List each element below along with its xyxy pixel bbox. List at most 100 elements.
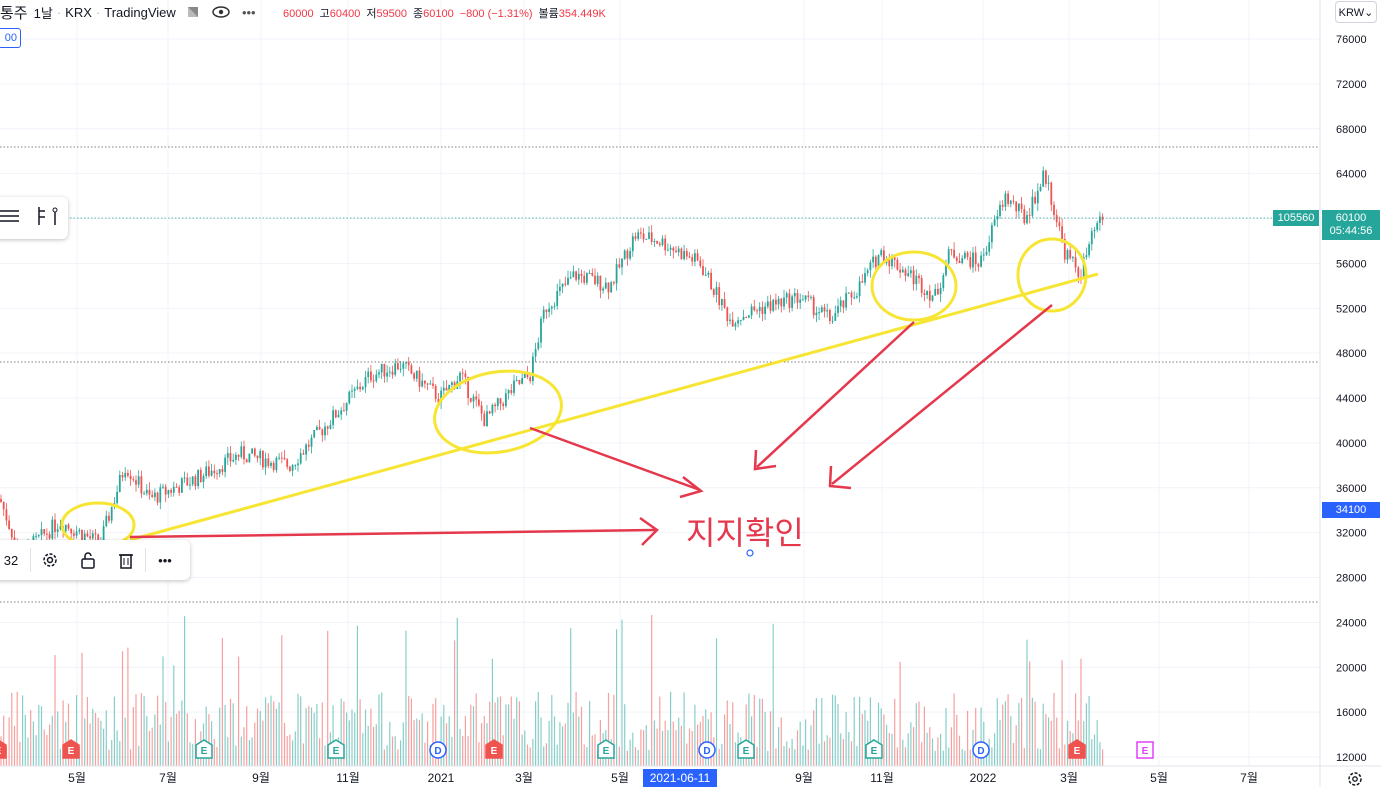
bar-countdown: 05:44:56 bbox=[1329, 225, 1373, 237]
currency-button[interactable]: KRW⌄ bbox=[1335, 1, 1377, 23]
svg-text:D: D bbox=[434, 746, 441, 757]
time-tick-6: 5월 bbox=[611, 771, 629, 785]
svg-text:D: D bbox=[703, 746, 710, 757]
line-width-value[interactable]: 32 bbox=[3, 552, 19, 568]
event-marker-earnings-green[interactable]: E bbox=[597, 739, 615, 759]
time-tick-5: 3월 bbox=[515, 771, 533, 785]
time-tick-9: 2022 bbox=[970, 771, 997, 785]
horizontal-lines bbox=[0, 146, 1320, 603]
time-tick-4: 2021 bbox=[428, 771, 455, 785]
time-tick-11: 5월 bbox=[1150, 771, 1168, 785]
time-tick-7: 9월 bbox=[795, 771, 813, 785]
event-marker-earnings-future[interactable]: E bbox=[1136, 741, 1154, 759]
settings-gear-icon[interactable] bbox=[1346, 770, 1364, 786]
event-marker-earnings-red[interactable]: E bbox=[485, 739, 503, 759]
event-marker-earnings-green[interactable]: E bbox=[865, 739, 883, 759]
price-axis: 7600072000680006400060000560005200048000… bbox=[1336, 34, 1367, 764]
price-tick-11: 32000 bbox=[1336, 528, 1367, 540]
event-marker-earnings-red[interactable]: E bbox=[1068, 739, 1086, 759]
price-tick-13: 24000 bbox=[1336, 617, 1367, 629]
chart-grid bbox=[0, 0, 1320, 766]
close-value: 60100 bbox=[423, 8, 454, 20]
flag-icon[interactable] bbox=[182, 2, 204, 22]
svg-text:E: E bbox=[201, 746, 208, 757]
change-value: −800 (−1.31%) bbox=[459, 8, 533, 20]
floating-tool-panel bbox=[0, 197, 68, 239]
close-label: 종 bbox=[413, 8, 424, 20]
settings-icon[interactable] bbox=[31, 544, 69, 576]
annotation-text[interactable]: 지지확인 bbox=[686, 514, 804, 552]
price-tick-8: 44000 bbox=[1336, 393, 1367, 405]
lock-icon[interactable] bbox=[69, 544, 107, 576]
svg-text:E: E bbox=[333, 746, 340, 757]
more-icon[interactable]: ••• bbox=[158, 552, 172, 568]
event-marker-earnings-green[interactable]: E bbox=[737, 739, 755, 759]
svg-text:E: E bbox=[491, 746, 498, 757]
svg-text:E: E bbox=[1074, 746, 1081, 757]
current-price-label: 60100 05:44:56 bbox=[1322, 210, 1380, 240]
price-tick-10: 36000 bbox=[1336, 483, 1367, 495]
drawing-toolbar: 32 ••• bbox=[0, 540, 190, 580]
event-markers: EEEEDEEDEEDEE bbox=[0, 739, 1154, 759]
price-tick-15: 16000 bbox=[1336, 707, 1367, 719]
provider-label: TradingView bbox=[104, 4, 176, 20]
volume-bars bbox=[0, 614, 1104, 766]
price-tick-9: 40000 bbox=[1336, 438, 1367, 450]
time-tick-2: 9월 bbox=[252, 771, 270, 785]
svg-text:E: E bbox=[0, 746, 2, 757]
price-tick-5: 56000 bbox=[1336, 258, 1367, 270]
event-marker-dividend[interactable]: D bbox=[429, 741, 447, 759]
event-marker-dividend[interactable]: D bbox=[698, 741, 716, 759]
price-tick-14: 20000 bbox=[1336, 662, 1367, 674]
low-value: 59500 bbox=[376, 8, 408, 20]
svg-text:E: E bbox=[1142, 746, 1149, 757]
more-icon[interactable]: ••• bbox=[241, 4, 256, 20]
time-tick-10: 3월 bbox=[1060, 771, 1078, 785]
high-label: 고 bbox=[319, 8, 330, 20]
time-tick-1: 7월 bbox=[159, 771, 177, 785]
event-marker-earnings-red[interactable]: E bbox=[62, 739, 80, 759]
price-tick-16: 12000 bbox=[1336, 752, 1367, 764]
event-marker-earnings-green[interactable]: E bbox=[327, 739, 345, 759]
svg-text:D: D bbox=[977, 746, 984, 757]
indicator-value-box[interactable]: 00 bbox=[0, 28, 21, 48]
time-tick-0: 5월 bbox=[68, 771, 86, 785]
volume-value: 354.449K bbox=[558, 8, 606, 20]
chart-header: 통주 1날 · KRX · TradingView ••• bbox=[0, 0, 260, 24]
trash-icon[interactable] bbox=[107, 544, 145, 576]
pitchfork-icon[interactable] bbox=[35, 205, 61, 232]
lines-icon[interactable] bbox=[0, 208, 21, 229]
event-marker-earnings-red[interactable]: E bbox=[0, 740, 7, 759]
price-tick-1: 72000 bbox=[1336, 79, 1367, 91]
price-tick-6: 52000 bbox=[1336, 303, 1367, 315]
low-label: 저 bbox=[366, 8, 377, 20]
time-axis: 5월 7월 9월 11월 2021 3월 5월 9월 11월 2022 3월 5월 7월 bbox=[68, 771, 1258, 785]
volume-label: 볼륨 bbox=[538, 8, 559, 20]
event-marker-earnings-green[interactable]: E bbox=[195, 739, 213, 759]
price-tick-3: 64000 bbox=[1336, 169, 1367, 181]
interval-label[interactable]: 1날 bbox=[33, 5, 53, 21]
price-tick-0: 76000 bbox=[1336, 34, 1367, 46]
svg-text:E: E bbox=[68, 746, 75, 757]
current-price: 60100 bbox=[1335, 212, 1367, 224]
exchange-label: KRX bbox=[65, 4, 92, 20]
crosshair-price-label: 34100 bbox=[1322, 502, 1380, 518]
time-tick-8: 11월 bbox=[870, 771, 894, 785]
price-tick-12: 28000 bbox=[1336, 573, 1367, 585]
svg-text:E: E bbox=[743, 746, 750, 757]
candlesticks bbox=[0, 166, 1104, 562]
symbol-name[interactable]: 통주 bbox=[0, 4, 28, 22]
crosshair-date-label: 2021-06-11 bbox=[643, 769, 717, 787]
time-tick-3: 11월 bbox=[336, 771, 360, 785]
time-tick-12: 7월 bbox=[1240, 771, 1258, 785]
ohlc-readout: 60000 고60400 저59500 종60100 −800 (−1.31%) 볼륨35… bbox=[283, 5, 612, 21]
price-tick-7: 48000 bbox=[1336, 348, 1367, 360]
trendline-annotations bbox=[60, 237, 1099, 557]
open-value: 60000 bbox=[283, 8, 314, 20]
left-price-tag: 105560 bbox=[1273, 210, 1319, 226]
event-marker-dividend[interactable]: D bbox=[972, 741, 990, 759]
svg-text:E: E bbox=[871, 746, 878, 757]
eye-icon[interactable] bbox=[210, 2, 232, 22]
high-value: 60400 bbox=[329, 8, 361, 20]
